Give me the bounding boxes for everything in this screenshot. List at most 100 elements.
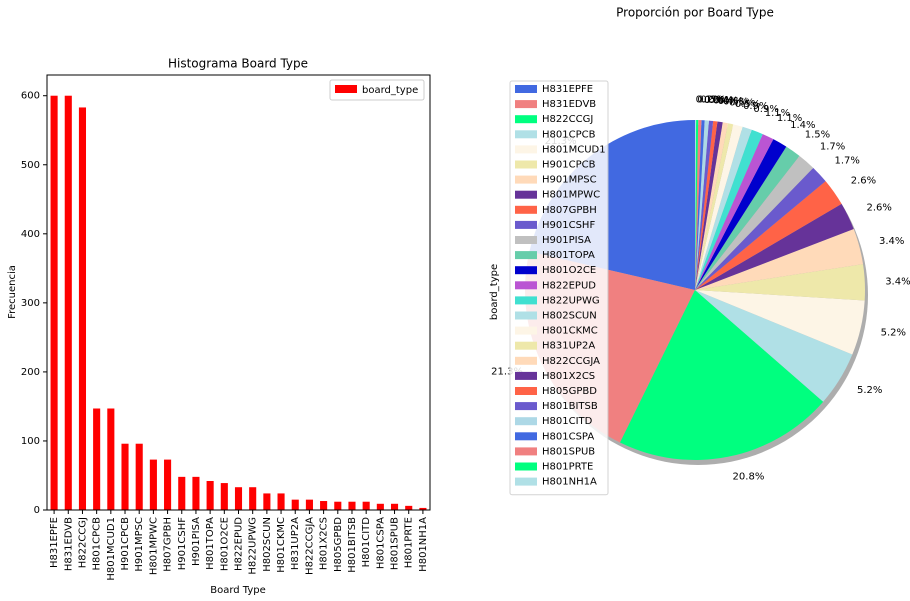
legend-label: H831UP2A: [542, 341, 595, 352]
legend-swatch: [515, 371, 537, 380]
pie-slice: [695, 139, 787, 290]
pie-label: 2.6%: [851, 175, 876, 186]
bar: [348, 501, 356, 510]
bar: [78, 107, 87, 510]
pie-label: 0.5%: [729, 98, 754, 109]
pie-label: 5.2%: [881, 328, 906, 339]
legend-swatch: [515, 85, 537, 93]
bar: [320, 501, 328, 510]
x-tick-label: H801MPWC: [148, 517, 159, 575]
x-tick-label: H801CKMC: [276, 517, 287, 573]
y-tick-label: 0: [34, 505, 40, 516]
legend-label: H801CSPA: [542, 431, 594, 442]
legend-swatch: [515, 447, 537, 456]
legend-swatch: [515, 356, 537, 365]
legend-label: H901CSHF: [542, 220, 595, 231]
pie-ylabel: board_type: [489, 264, 500, 320]
legend-swatch: [515, 236, 537, 244]
pie-label: 21.3%: [491, 367, 523, 378]
legend-label: H801MPWC: [542, 190, 600, 201]
legend-swatch: [515, 477, 537, 486]
x-tick-label: H801BITSB: [347, 517, 358, 573]
pie-slice: [695, 120, 702, 290]
pie-slice: [695, 167, 826, 290]
x-tick-label: H901MPSC: [134, 517, 145, 572]
pie-label: 1.1%: [777, 113, 802, 124]
legend-swatch: [515, 220, 537, 229]
pie-label: 0.1%: [696, 95, 721, 106]
x-tick-label: H822CCGJA: [304, 517, 315, 575]
bar: [50, 95, 58, 510]
legend-label: H801NH1A: [542, 477, 597, 488]
x-tick-label: H801MCUD1: [106, 517, 117, 581]
y-tick-label: 200: [21, 367, 40, 378]
pie-title: Proporción por Board Type: [616, 6, 774, 20]
bar: [334, 501, 342, 510]
y-tick-label: 600: [21, 91, 40, 102]
legend-label: H801O2CE: [542, 265, 596, 276]
x-tick-label: H801O2CE: [219, 517, 230, 571]
bar: [390, 503, 399, 510]
y-tick-label: 100: [21, 436, 40, 447]
pie-slice: [695, 290, 853, 402]
pie-slice: [695, 228, 864, 290]
legend-swatch: [515, 205, 537, 214]
bar: [121, 443, 129, 510]
pie-slice: [695, 290, 865, 355]
bar: [164, 459, 172, 510]
pie-label: 0.9%: [753, 104, 778, 115]
pie-slice: [695, 120, 709, 290]
pie-slice: [695, 129, 763, 290]
legend-swatch: [515, 341, 537, 350]
x-tick-label: H901PISA: [191, 517, 202, 566]
legend-swatch: [515, 100, 537, 109]
pie-label: 0.3%: [704, 95, 729, 106]
pie-slice: [695, 155, 814, 290]
legend-label: H822CCGJA: [542, 356, 600, 367]
bar: [277, 493, 285, 510]
legend-label: H807GPBH: [542, 205, 597, 216]
pie-label: 0.4%: [718, 96, 743, 107]
pie-slice: [695, 126, 752, 290]
bar: [107, 408, 115, 510]
x-tick-label: H801SPUB: [390, 517, 401, 570]
legend-swatch: [515, 190, 537, 199]
x-tick-label: H831EPFE: [49, 517, 60, 568]
legend-swatch: [515, 175, 537, 184]
bar: [234, 487, 243, 510]
x-tick-label: H801X2CS: [319, 517, 330, 570]
pie-slice: [695, 203, 854, 290]
x-tick-label: H831EDVB: [63, 517, 74, 571]
bar: [220, 483, 228, 510]
x-tick-label: H901CPCB: [120, 517, 131, 571]
legend-label: H822EPUD: [542, 280, 596, 291]
bar: [305, 499, 313, 510]
y-tick-label: 500: [21, 160, 40, 171]
x-tick-label: H801CPCB: [92, 517, 103, 571]
pie-slice: [695, 181, 842, 290]
pie-label: 0.9%: [743, 101, 768, 112]
legend-swatch: [515, 417, 537, 426]
pie-label: 1.1%: [765, 108, 790, 119]
legend-label: H805GPBD: [542, 386, 597, 397]
pie-label: 1.5%: [805, 129, 830, 140]
pie-label: 5.2%: [857, 385, 882, 396]
bar: [206, 481, 214, 510]
legend-swatch: [515, 160, 537, 169]
pie-label: 2.6%: [867, 202, 892, 213]
legend-swatch: [335, 85, 357, 93]
legend-label: H831EPFE: [542, 84, 593, 95]
x-tick-label: H805GPBD: [333, 517, 344, 572]
legend-label: H901PISA: [542, 235, 591, 246]
pie-label: 0.5%: [723, 97, 748, 108]
legend-label: H901MPSC: [542, 175, 597, 186]
x-tick-label: H901CSHF: [177, 517, 188, 570]
bar: [192, 476, 200, 510]
x-tick-label: H801TOPA: [205, 517, 216, 570]
legend-swatch: [515, 462, 537, 471]
pie-slice: [695, 120, 697, 290]
bar: [291, 499, 299, 510]
pie-slice: [695, 146, 800, 290]
pie-label: 3.4%: [885, 276, 910, 287]
